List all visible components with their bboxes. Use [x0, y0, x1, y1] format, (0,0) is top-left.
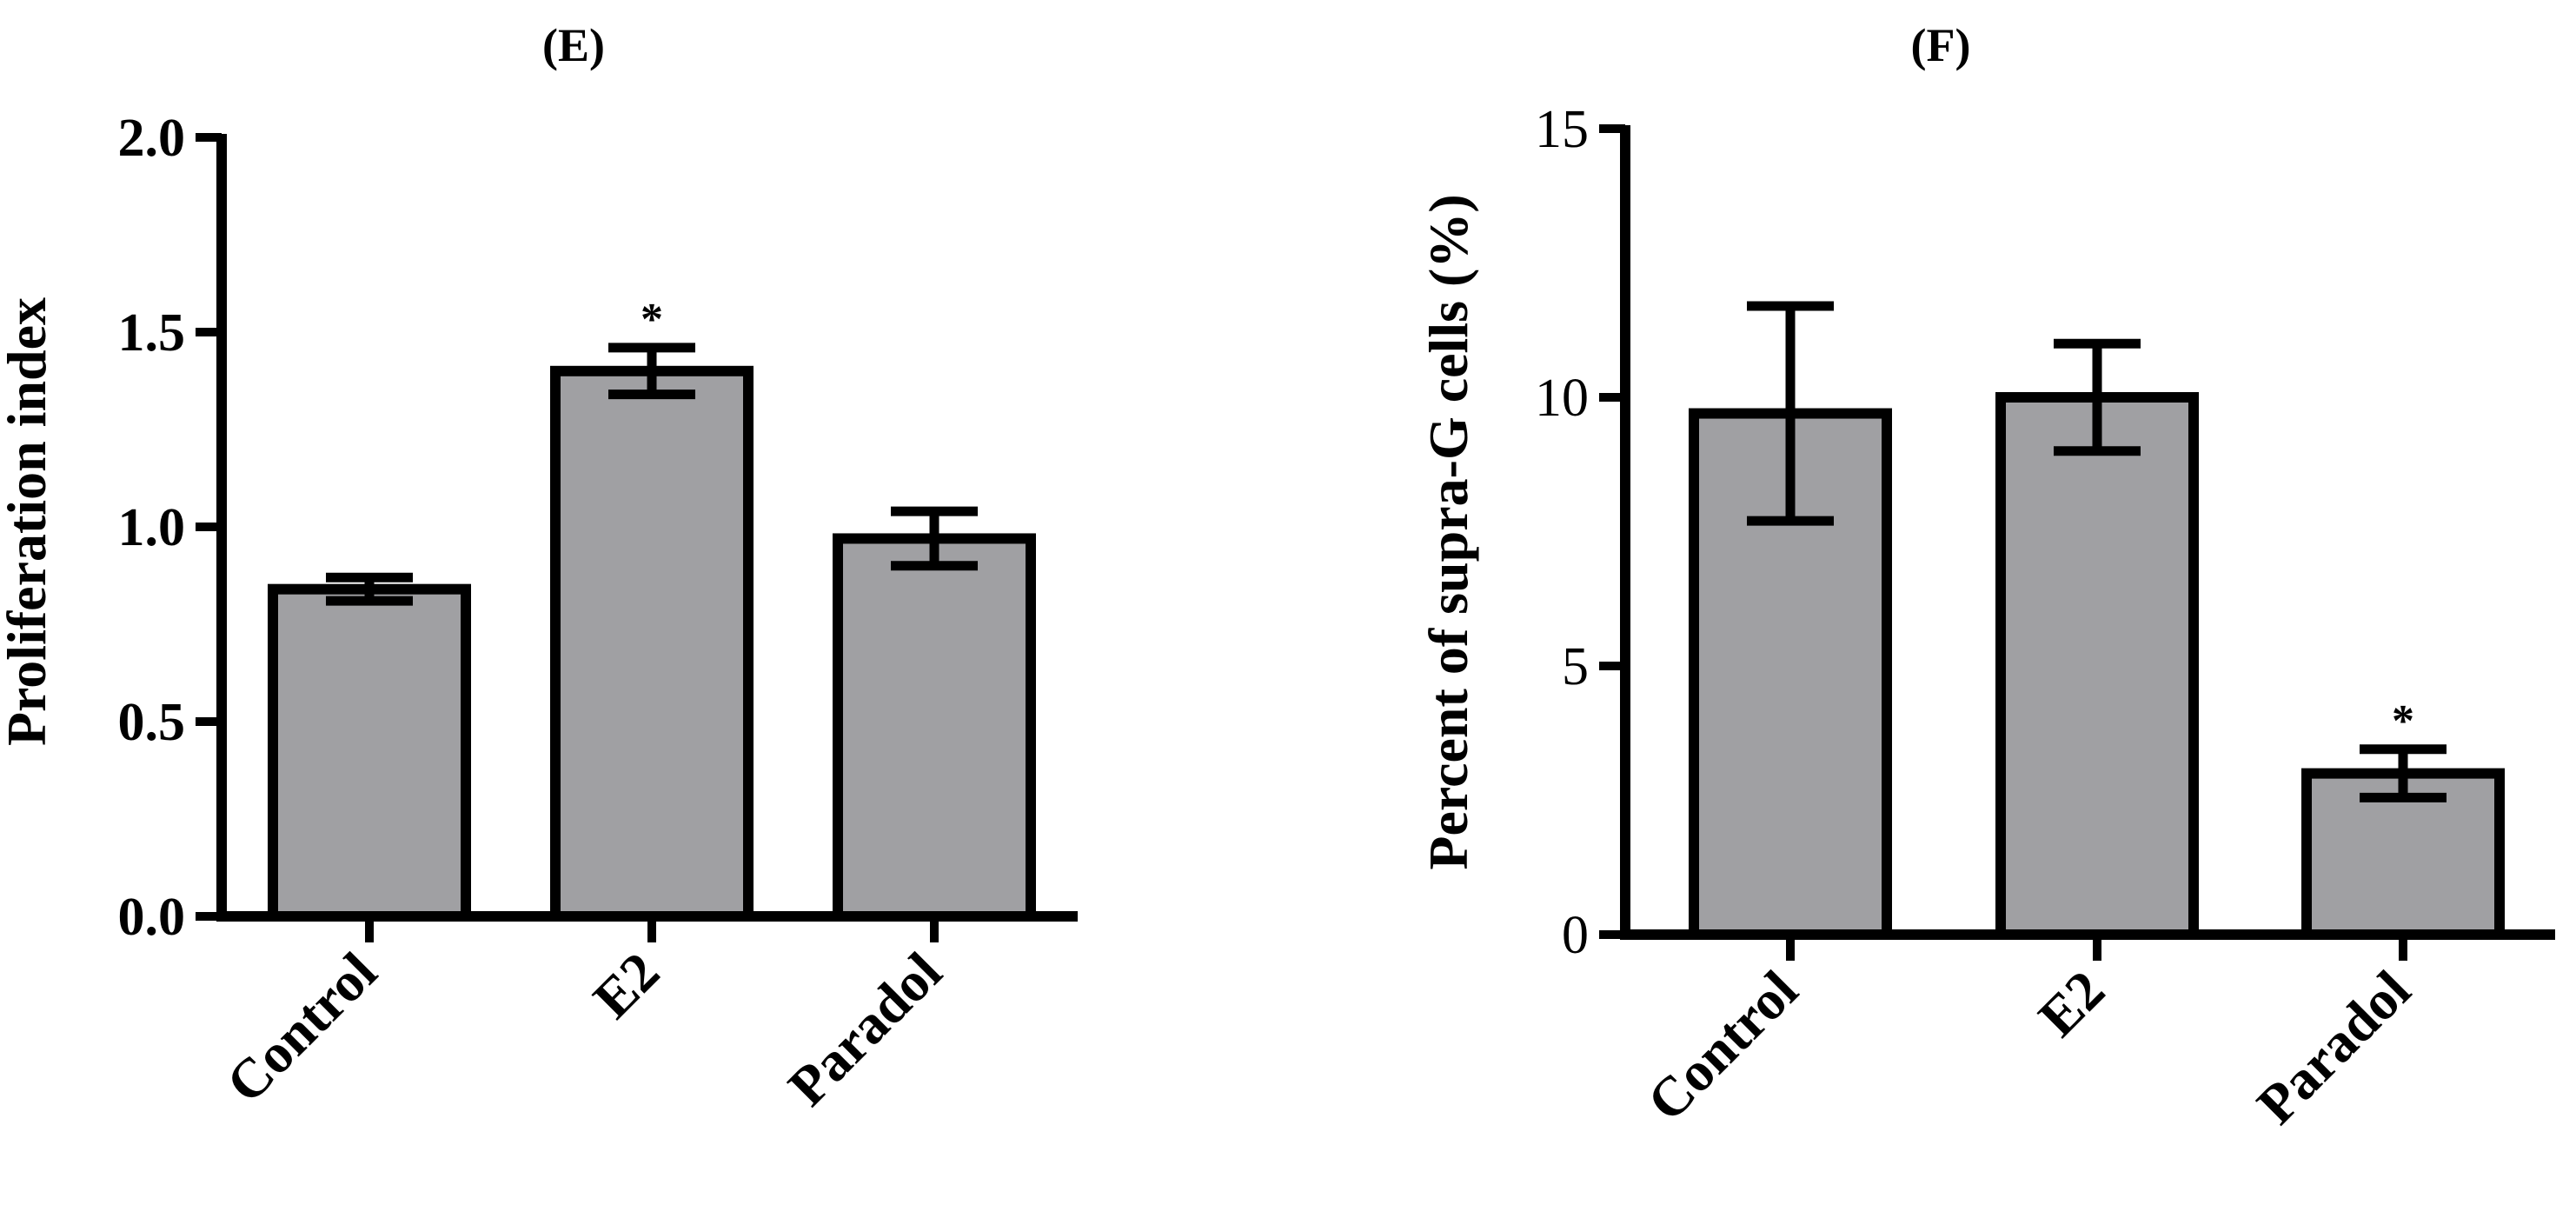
- e-y-tick-label-5: 2.0: [118, 109, 186, 168]
- e-y-tick-label-3: 1.0: [118, 498, 186, 557]
- f-x-tick-label-2: E2: [2027, 959, 2116, 1049]
- e-y-axis-label: Proliferation index: [0, 297, 57, 746]
- f-y-tick-label-3: 10: [1535, 369, 1589, 428]
- f-y-tick-label-1: 0: [1562, 906, 1589, 965]
- e-chart-title: (E): [542, 19, 605, 71]
- e-y-tick-label-2: 0.5: [118, 693, 186, 752]
- e-y-tick-label-1: 0.0: [118, 888, 186, 947]
- e-bar-1: [268, 583, 471, 922]
- f-x-tick-label-3: Paradol: [2245, 959, 2422, 1136]
- f-y-axis-label: Percent of supra-G cells (%): [1417, 194, 1479, 869]
- f-bar-2: [1995, 392, 2199, 940]
- f-significance-marker-3: *: [2392, 696, 2414, 746]
- e-bar-3: [833, 533, 1036, 922]
- e-significance-marker-2: *: [641, 295, 663, 344]
- f-x-tick-label-1: Control: [1636, 959, 1809, 1133]
- f-y-tick-label-4: 15: [1535, 100, 1589, 159]
- e-y-tick-label-4: 1.5: [118, 303, 186, 363]
- f-y-tick-label-2: 5: [1562, 637, 1589, 696]
- e-bar-2: [550, 365, 754, 922]
- e-x-tick-label-1: Control: [215, 941, 388, 1115]
- e-x-tick-label-2: E2: [581, 941, 671, 1030]
- f-chart-title: (F): [1911, 19, 1971, 71]
- e-x-tick-label-3: Paradol: [776, 941, 953, 1118]
